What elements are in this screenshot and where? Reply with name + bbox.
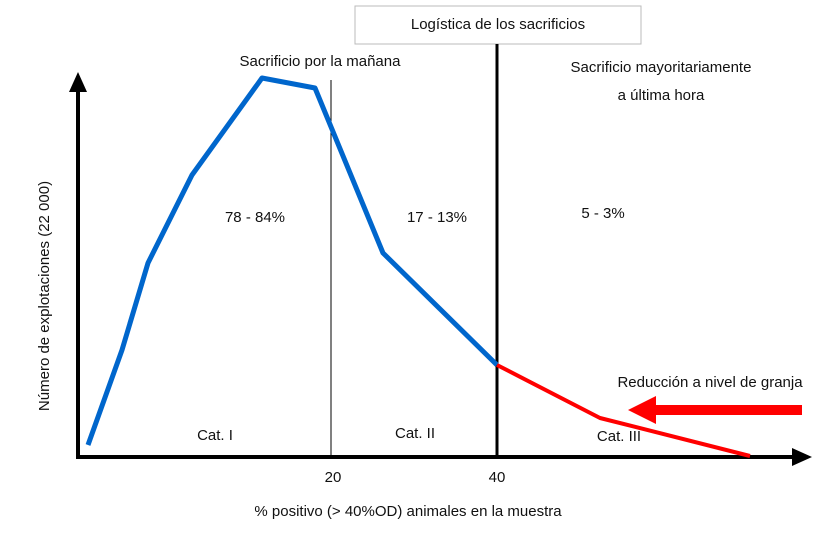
x-axis-arrow xyxy=(792,448,812,466)
reduction-arrow-head xyxy=(628,396,656,424)
x-tick-label: 20 xyxy=(325,469,342,486)
x-tick-label: 40 xyxy=(489,469,506,486)
share-label: 5 - 3% xyxy=(581,205,624,222)
category-label: Cat. I xyxy=(197,427,233,444)
curve-red xyxy=(496,363,751,458)
title-box xyxy=(354,5,642,45)
y-axis-arrow xyxy=(69,72,87,92)
category-label: Cat. III xyxy=(597,428,641,445)
late-heading: Sacrificio mayoritariamente xyxy=(571,59,752,76)
share-label: 78 - 84% xyxy=(225,209,285,226)
title: Logística de los sacrificios xyxy=(411,16,585,33)
late-heading: a última hora xyxy=(618,87,705,104)
curve-blue xyxy=(85,75,499,446)
share-label: 17 - 13% xyxy=(407,209,467,226)
morning-heading: Sacrificio por la mañana xyxy=(240,53,402,70)
arrow-label: Reducción a nivel de granja xyxy=(617,374,803,391)
category-label: Cat. II xyxy=(395,425,435,442)
x-axis-label: % positivo (> 40%OD) animales en la mues… xyxy=(254,503,562,520)
y-axis-label: Número de explotaciones (22 000) xyxy=(36,181,53,411)
